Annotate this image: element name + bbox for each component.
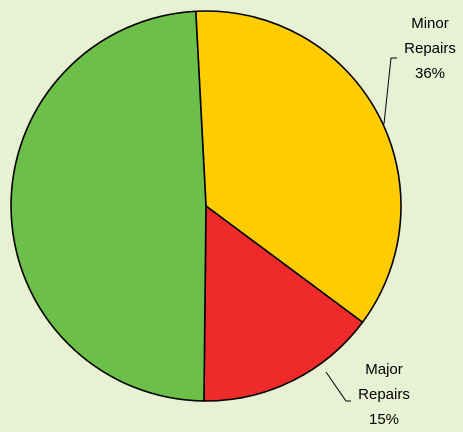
slice-label-1-line-0: Major [365, 361, 403, 378]
slice-labels: Minor Repairs 36% Major Repairs 15% [358, 15, 456, 428]
pie-slice-0 [194, 10, 402, 324]
slice-percent-label-1: 15% [369, 411, 399, 428]
slice-label-0-line-1: Repairs [404, 40, 456, 57]
leader-line-0 [383, 57, 397, 125]
leader-line-1 [325, 371, 351, 402]
slice-label-0-line-0: Minor [411, 15, 449, 32]
pie-slices [10, 10, 402, 402]
pie-slice-2 [10, 10, 207, 402]
label-leaders [325, 57, 397, 402]
slice-label-1-line-1: Repairs [358, 386, 410, 403]
slice-percent-label-0: 36% [415, 65, 445, 82]
pie-slice-1 [203, 204, 364, 402]
